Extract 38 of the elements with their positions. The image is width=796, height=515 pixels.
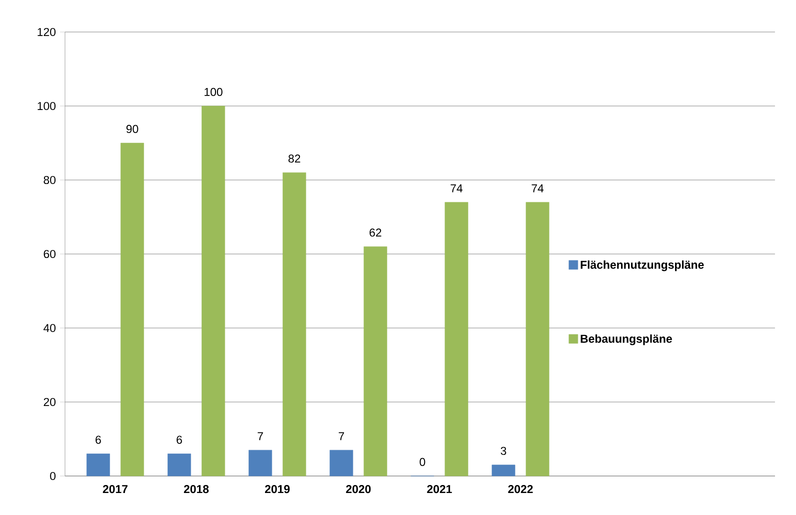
- data-label: 100: [204, 88, 222, 96]
- y-tick-label: 0: [50, 472, 56, 480]
- y-tick-label: 20: [44, 398, 56, 406]
- data-label: 6: [96, 436, 101, 444]
- x-tick-label: 2021: [427, 485, 452, 494]
- bar: [282, 172, 306, 476]
- data-label: 82: [288, 154, 300, 163]
- y-tick-label: 80: [44, 176, 56, 184]
- y-tick-label: 120: [38, 28, 56, 36]
- data-label: 0: [420, 458, 426, 466]
- data-label: 62: [370, 228, 382, 237]
- x-tick-label: 2017: [102, 485, 128, 494]
- bar: [492, 464, 516, 476]
- bar: [86, 454, 110, 476]
- bar: [364, 246, 388, 476]
- bar: [444, 202, 468, 476]
- bar: [168, 454, 191, 476]
- data-label: 74: [532, 184, 544, 192]
- x-tick-label: 2018: [184, 485, 209, 494]
- data-label: 74: [450, 184, 463, 192]
- y-tick-label: 40: [44, 324, 56, 332]
- bar: [330, 450, 354, 476]
- legend-label: Bebauungspläne: [580, 334, 672, 346]
- bar: [120, 142, 144, 476]
- data-label: 3: [500, 446, 506, 455]
- legend-label: Flächennutzungspläne: [580, 260, 704, 272]
- data-label: 6: [176, 436, 182, 444]
- bar: [202, 106, 226, 476]
- data-label: 7: [258, 432, 263, 440]
- x-tick-label: 2022: [508, 485, 533, 494]
- data-label: 90: [126, 124, 138, 134]
- x-tick-label: 2019: [265, 485, 290, 494]
- data-label: 7: [338, 432, 344, 440]
- bar: [526, 202, 550, 476]
- y-tick-label: 60: [44, 250, 56, 258]
- x-tick-label: 2020: [346, 485, 371, 494]
- bar: [248, 450, 272, 476]
- y-tick-label: 100: [38, 102, 56, 110]
